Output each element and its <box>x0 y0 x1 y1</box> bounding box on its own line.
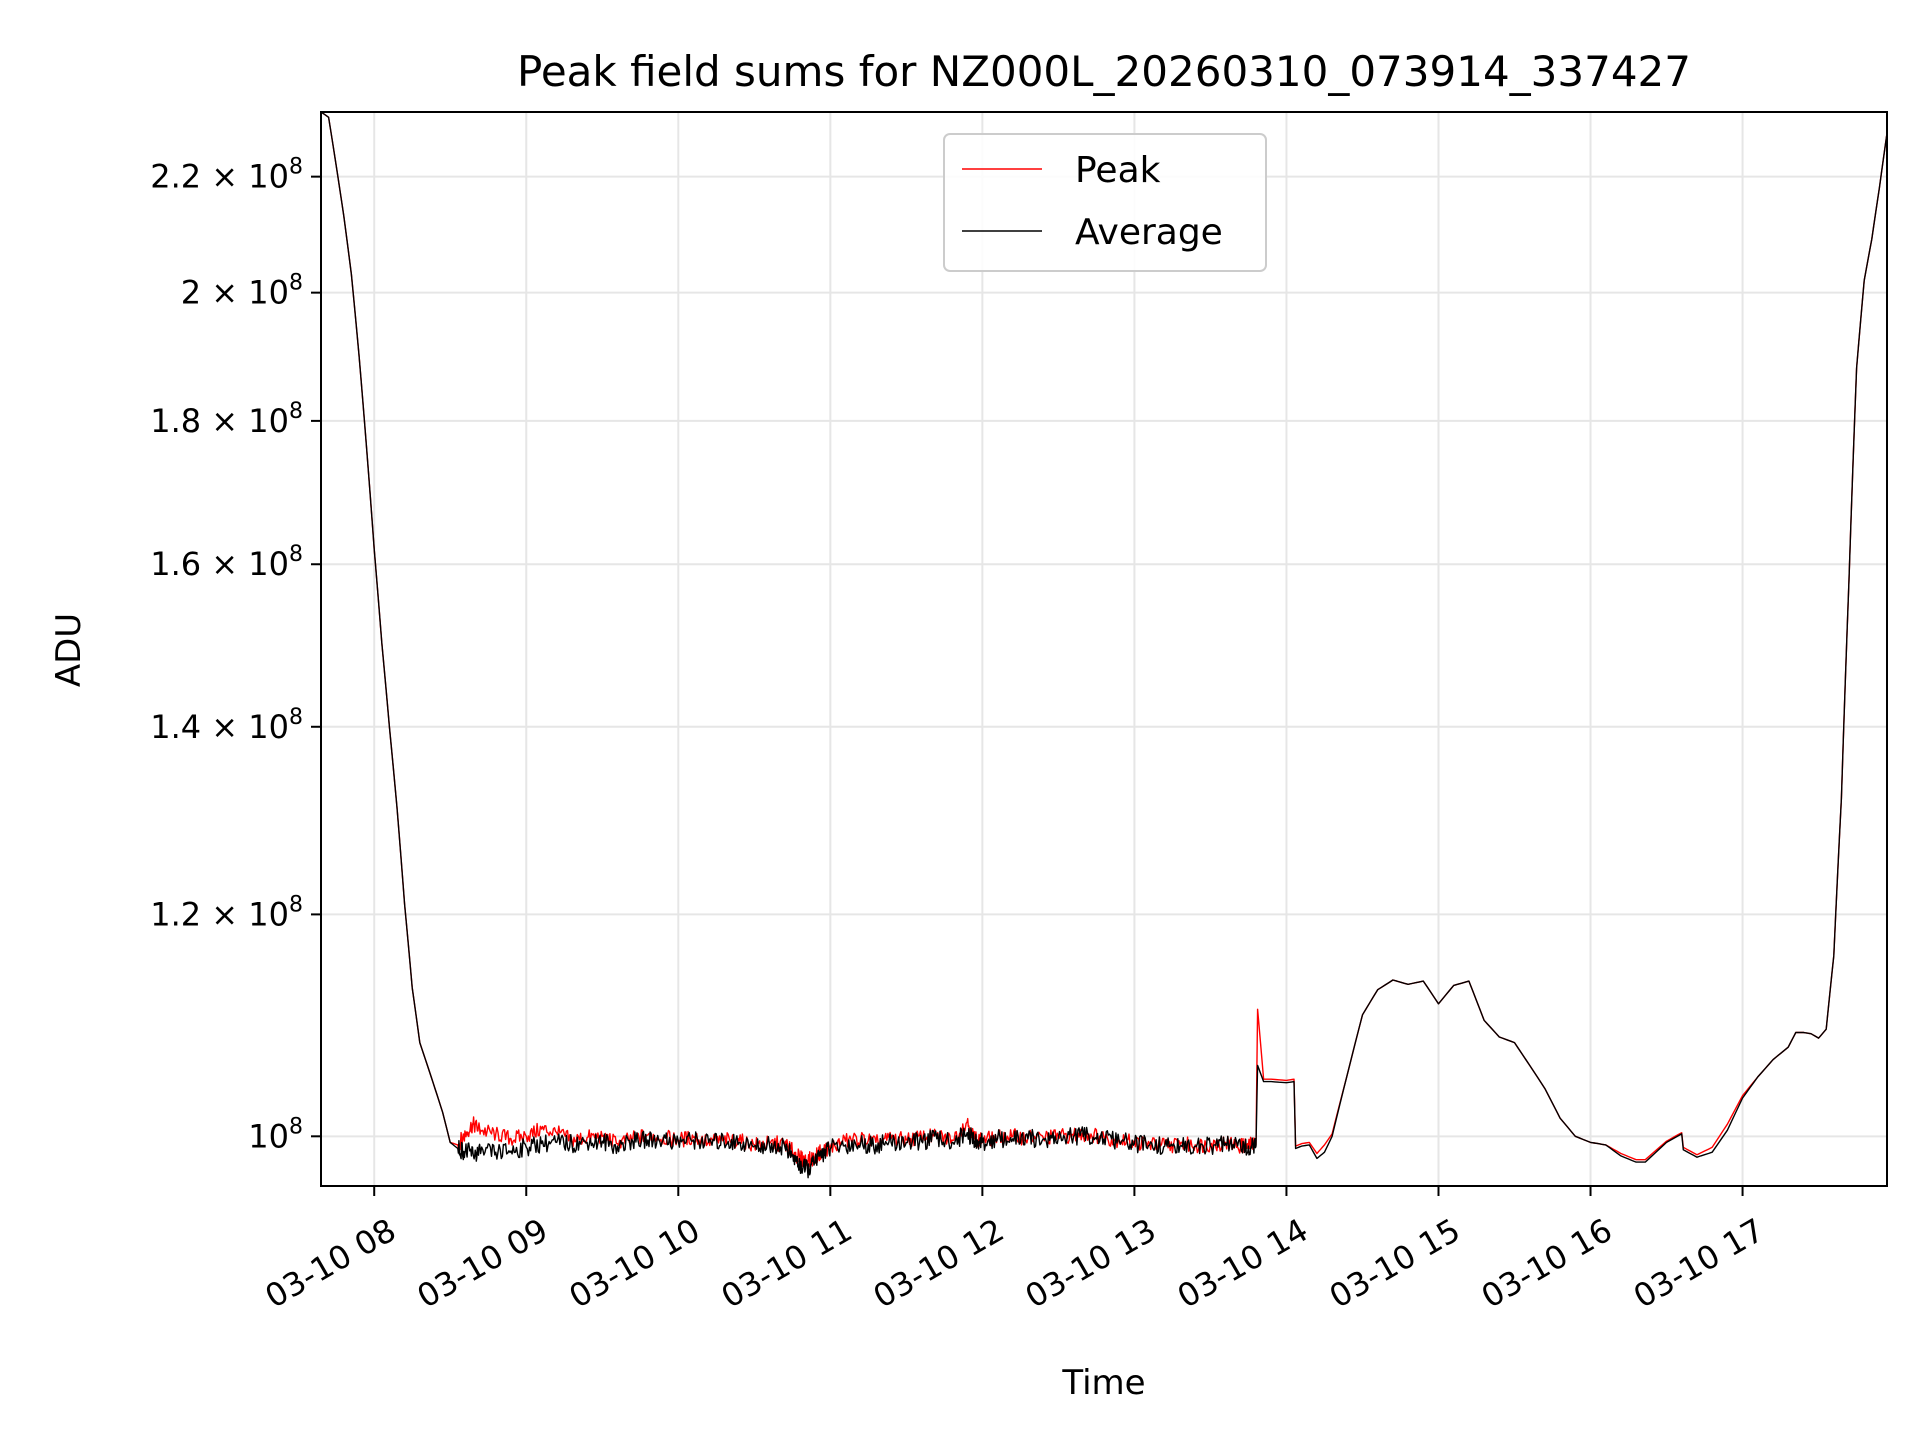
y-tick-exponent: 8 <box>289 399 303 424</box>
y-tick-mantissa: 1.8 × 10 <box>150 402 289 440</box>
x-axis-label: Time <box>1061 1363 1145 1403</box>
y-tick-mantissa: 2 × 10 <box>181 274 289 312</box>
y-tick-label: 108 <box>248 1114 303 1155</box>
y-tick-base: 10 <box>248 1117 289 1155</box>
y-tick-exponent: 8 <box>289 1114 303 1139</box>
y-tick-mantissa: 2.2 × 10 <box>150 158 289 196</box>
y-tick-exponent: 8 <box>289 155 303 180</box>
y-tick-mantissa: 1.6 × 10 <box>150 545 289 583</box>
y-tick-label: 1.2 × 108 <box>150 892 303 933</box>
y-tick-mantissa: 1.2 × 10 <box>150 895 289 933</box>
series-peak-line <box>320 111 1888 1168</box>
y-tick-label: 1.6 × 108 <box>150 542 303 583</box>
y-tick-exponent: 8 <box>289 705 303 730</box>
y-tick-exponent: 8 <box>289 271 303 296</box>
y-tick-exponent: 8 <box>289 892 303 917</box>
y-tick-label: 2 × 108 <box>181 271 303 312</box>
y-tick-mantissa: 1.4 × 10 <box>150 708 289 746</box>
chart-title: Peak field sums for NZ000L_20260310_0739… <box>517 47 1691 96</box>
series-average-line <box>320 111 1888 1179</box>
y-tick-label: 1.8 × 108 <box>150 399 303 440</box>
legend-label-average: Average <box>1075 212 1223 253</box>
y-tick-label: 2.2 × 108 <box>150 155 303 196</box>
series-layer <box>320 111 1888 1179</box>
plot-frame <box>320 111 1888 1187</box>
y-tick-label: 1.4 × 108 <box>150 705 303 746</box>
y-tick-exponent: 8 <box>289 542 303 567</box>
y-axis-label: ADU <box>49 613 89 687</box>
legend: Peak Average <box>943 133 1267 272</box>
legend-label-peak: Peak <box>1075 150 1161 191</box>
